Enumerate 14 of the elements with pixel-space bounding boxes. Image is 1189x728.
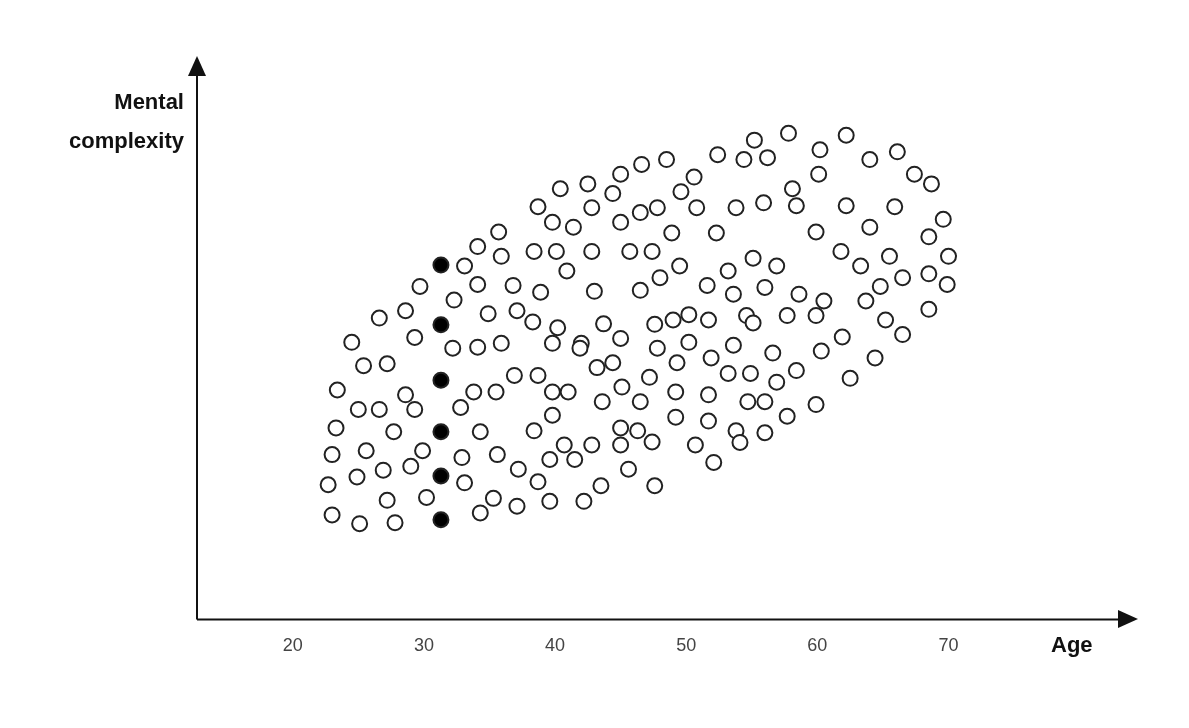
point (432, 511, 450, 529)
point (432, 371, 450, 389)
x-tick-label: 20 (282, 635, 303, 656)
point (432, 467, 450, 485)
point (432, 256, 450, 274)
x-tick-label: 70 (938, 635, 959, 656)
x-tick-label: 40 (545, 635, 566, 656)
point (432, 423, 450, 441)
point (432, 316, 450, 334)
x-tick-label: 30 (413, 635, 434, 656)
x-axis-title: Age (1051, 632, 1093, 658)
x-tick-label: 60 (807, 635, 828, 656)
y-axis-title: Mental complexity (69, 89, 185, 154)
x-tick-label: 50 (676, 635, 697, 656)
